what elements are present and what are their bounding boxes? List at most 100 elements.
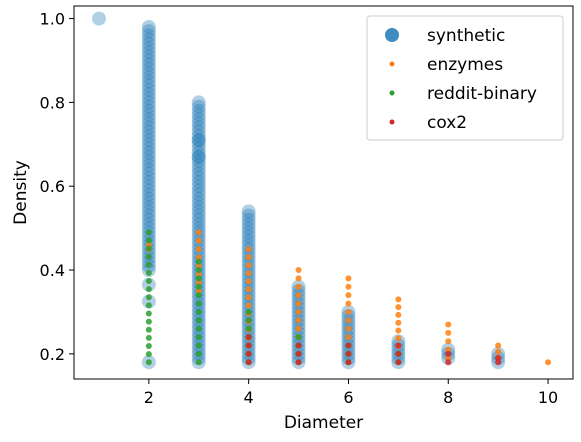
- synthetic-point: [141, 133, 156, 148]
- synthetic-point: [191, 317, 206, 332]
- cox2-point: [245, 359, 252, 366]
- synthetic-point: [141, 175, 156, 190]
- synthetic-point: [191, 300, 206, 315]
- synthetic-point: [191, 309, 206, 324]
- synthetic-point: [141, 183, 156, 198]
- legend-label: reddit-binary: [427, 84, 537, 104]
- cox2-point: [295, 350, 302, 357]
- synthetic-point: [241, 254, 256, 269]
- enzymes-point: [195, 237, 202, 244]
- synthetic-point: [141, 221, 156, 236]
- enzymes-point: [345, 325, 352, 332]
- synthetic-point: [241, 233, 256, 248]
- reddit-binary-point: [195, 350, 202, 357]
- data-layer: [91, 11, 552, 370]
- enzymes-point: [495, 342, 502, 349]
- synthetic-point: [141, 170, 156, 185]
- enzymes-point: [245, 286, 252, 293]
- legend-marker: [389, 119, 395, 125]
- enzymes-point: [345, 317, 352, 324]
- synthetic-point: [291, 283, 306, 298]
- enzymes-point: [345, 292, 352, 299]
- reddit-binary-point: [195, 300, 202, 307]
- cox2-point: [445, 359, 452, 366]
- reddit-binary-point: [145, 229, 152, 236]
- synthetic-point: [141, 216, 156, 231]
- enzymes-point: [345, 300, 352, 307]
- synthetic-point: [191, 133, 206, 148]
- synthetic-point: [291, 292, 306, 307]
- synthetic-point: [191, 179, 206, 194]
- synthetic-point: [141, 70, 156, 85]
- synthetic-point: [141, 28, 156, 43]
- synthetic-point: [141, 246, 156, 261]
- synthetic-point: [191, 334, 206, 349]
- synthetic-point: [391, 342, 406, 357]
- reddit-binary-point: [195, 292, 202, 299]
- enzymes-point: [245, 262, 252, 269]
- synthetic-point: [341, 317, 356, 332]
- synthetic-point: [191, 208, 206, 223]
- synthetic-point: [141, 66, 156, 81]
- synthetic-point: [191, 141, 206, 156]
- synthetic-point: [191, 107, 206, 122]
- enzymes-point: [245, 246, 252, 253]
- synthetic-point: [141, 57, 156, 72]
- enzymes-point: [395, 327, 402, 334]
- cox2-point: [395, 359, 402, 366]
- reddit-binary-point: [245, 317, 252, 324]
- synthetic-point: [241, 325, 256, 340]
- reddit-binary-point: [145, 342, 152, 349]
- synthetic-point: [291, 342, 306, 357]
- enzymes-point: [295, 308, 302, 315]
- enzymes-point: [195, 254, 202, 261]
- synthetic-point: [191, 200, 206, 215]
- reddit-binary-point: [145, 351, 152, 358]
- synthetic-point: [241, 263, 256, 278]
- enzymes-point: [395, 335, 402, 342]
- synthetic-point: [141, 137, 156, 152]
- synthetic-point: [341, 351, 356, 366]
- x-tick-label: 4: [244, 388, 254, 407]
- synthetic-point: [191, 175, 206, 190]
- reddit-binary-point: [145, 318, 152, 325]
- synthetic-point: [141, 229, 156, 244]
- x-axis-label: Diameter: [284, 413, 363, 433]
- enzymes-point: [395, 296, 402, 303]
- synthetic-point: [141, 187, 156, 202]
- reddit-binary-point: [195, 334, 202, 341]
- synthetic-point: [141, 45, 156, 60]
- synthetic-point: [141, 61, 156, 76]
- cox2-point: [345, 342, 352, 349]
- y-tick-label: 0.4: [40, 261, 65, 280]
- synthetic-point: [141, 191, 156, 206]
- reddit-binary-point: [145, 278, 152, 285]
- legend-label: synthetic: [427, 26, 505, 46]
- cox2-point: [495, 355, 502, 362]
- synthetic-point: [141, 294, 156, 309]
- synthetic-point: [141, 107, 156, 122]
- synthetic-point: [291, 325, 306, 340]
- enzymes-point: [195, 279, 202, 286]
- synthetic-point: [141, 24, 156, 39]
- synthetic-point: [141, 208, 156, 223]
- synthetic-point: [191, 351, 206, 366]
- synthetic-point: [291, 300, 306, 315]
- synthetic-point: [191, 95, 206, 110]
- reddit-binary-point: [195, 308, 202, 315]
- synthetic-point: [241, 334, 256, 349]
- reddit-binary-point: [295, 334, 302, 341]
- synthetic-point: [191, 292, 206, 307]
- cox2-point: [245, 342, 252, 349]
- synthetic-point: [191, 149, 206, 164]
- enzymes-point: [445, 338, 452, 345]
- synthetic-point: [241, 246, 256, 261]
- synthetic-point: [141, 204, 156, 219]
- synthetic-point: [341, 342, 356, 357]
- enzymes-point: [245, 302, 252, 309]
- reddit-binary-point: [195, 342, 202, 349]
- enzymes-point: [395, 319, 402, 326]
- enzymes-point: [195, 271, 202, 278]
- synthetic-point: [241, 216, 256, 231]
- synthetic-point: [141, 124, 156, 139]
